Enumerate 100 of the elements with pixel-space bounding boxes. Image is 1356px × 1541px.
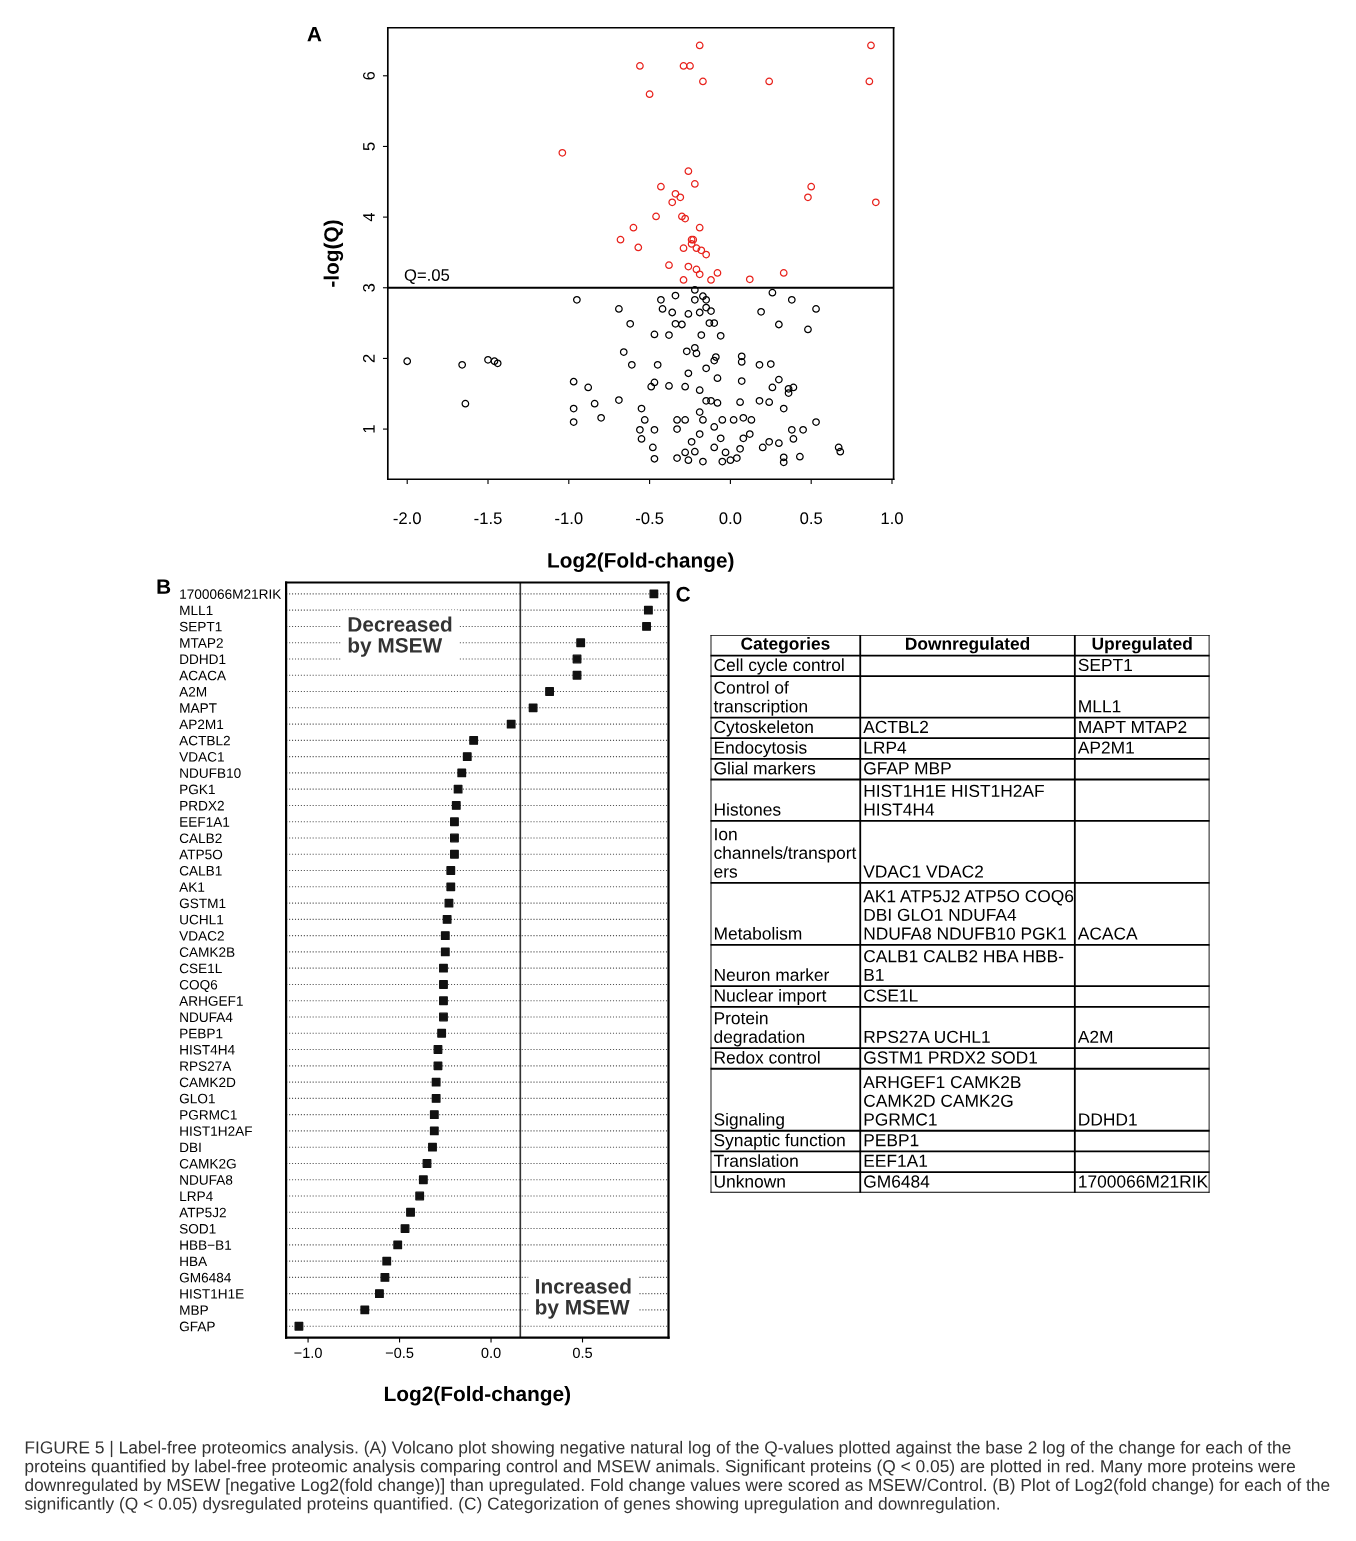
x-tick-label: 0.5 bbox=[572, 1347, 593, 1359]
text: A2M bbox=[1077, 1030, 1113, 1043]
text: 1700066M21RIK bbox=[1079, 1175, 1208, 1188]
y-tick-label: 5 bbox=[363, 142, 375, 151]
x-tick-label: 1.0 bbox=[881, 512, 903, 525]
y-tick-label: PGK1 bbox=[180, 784, 215, 795]
text: Control of transcription bbox=[713, 680, 807, 716]
text: Protein degradation bbox=[714, 1011, 805, 1047]
text: C bbox=[676, 586, 691, 602]
text: Neuron marker bbox=[714, 968, 830, 982]
y-tick-label: VDAC1 bbox=[179, 752, 224, 762]
y-tick-label: 3 bbox=[363, 283, 375, 292]
chart-title: B bbox=[157, 579, 171, 594]
y-tick-label: GM6484 bbox=[179, 1272, 231, 1283]
y-tick-label: RPS27A bbox=[180, 1061, 232, 1071]
y-tick-label: ATP5J2 bbox=[179, 1207, 226, 1218]
caption: FIGURE 5 | Label-free proteomics analysis. (A) Volcano plot showing negative natural log of the Q-values plotted against the base 2 log of the change for each of the proteins quantified by label-free proteomic analysis comparing control and MSEW animals. Significant proteins (Q < 0.05) are plotted in red. Many more proteins were downregulated by MSEW [negative Log2(fold change)] than upregulated. Fold change values were scored as MSEW/Control. (B) Plot of Log2(fold change) for each of the significantly (Q < 0.05) dysregulated proteins quantified. (C) Categorization of genes showing upregulation and downregulation. bbox=[24, 1440, 1330, 1514]
y-tick-label: NDUFA4 bbox=[180, 1012, 233, 1023]
text: CSE1L bbox=[864, 989, 918, 1002]
y-tick-label: NDUFA8 bbox=[180, 1175, 233, 1185]
y-tick-label: PGRMC1 bbox=[180, 1110, 237, 1120]
category-label: Upregulated bbox=[1092, 637, 1192, 654]
y-tick-label: 1 bbox=[363, 425, 375, 433]
ref-line-label: Q=.05 bbox=[404, 269, 450, 284]
x-tick-label: −0.5 bbox=[385, 1347, 414, 1359]
chart-title: A bbox=[307, 26, 322, 42]
y-tick-label: 1700066M21RIK bbox=[180, 589, 282, 599]
text: Cytoskeleton bbox=[714, 720, 813, 737]
text: GFAP MBP bbox=[864, 762, 951, 775]
annotation: Increased by MSEW bbox=[536, 1278, 631, 1319]
text: AK1 ATP5J2 ATP5O COQ6 DBI GLO1 NDUFA4 NDUFA8 NDUFB10 PGK1 bbox=[863, 890, 1074, 940]
y-tick-label: GSTM1 bbox=[179, 898, 226, 909]
y-tick-label: ATP5O bbox=[179, 849, 223, 860]
y-tick-label: PEBP1 bbox=[180, 1028, 223, 1039]
text: Histones bbox=[714, 802, 781, 816]
y-tick-label: MTAP2 bbox=[180, 638, 223, 648]
y-tick-label: HBA bbox=[180, 1256, 208, 1267]
y-tick-label: HIST4H4 bbox=[180, 1044, 235, 1055]
y-tick-label: MLL1 bbox=[180, 605, 213, 616]
text: Unknown bbox=[714, 1174, 785, 1188]
text: Signaling bbox=[714, 1112, 784, 1130]
text: EEF1A1 bbox=[864, 1154, 928, 1167]
text: MAPT MTAP2 bbox=[1079, 720, 1187, 733]
y-tick-label: HIST1H2AF bbox=[180, 1126, 252, 1136]
y-tick-label: LRP4 bbox=[180, 1191, 213, 1201]
text: Metabolism bbox=[714, 926, 802, 940]
x-tick-label: 0.5 bbox=[800, 512, 823, 525]
y-tick-label: DBI bbox=[180, 1142, 201, 1153]
y-tick-label: SEPT1 bbox=[179, 621, 222, 632]
y-tick-label: CSE1L bbox=[179, 963, 222, 974]
y-tick-label: HBB−B1 bbox=[180, 1240, 232, 1250]
text: ACTBL2 bbox=[863, 720, 928, 734]
y-tick-label: 2 bbox=[363, 354, 375, 363]
category-label: Categories bbox=[741, 637, 830, 654]
text: VDAC1 VDAC2 bbox=[863, 865, 983, 878]
text: Cell cycle control bbox=[714, 658, 844, 675]
text: GSTM1 PRDX2 SOD1 bbox=[864, 1051, 1038, 1064]
y-tick-label: AK1 bbox=[179, 882, 205, 892]
y-tick-label: MAPT bbox=[180, 703, 217, 713]
text: SEPT1 bbox=[1078, 658, 1132, 672]
y-tick-label: COQ6 bbox=[179, 979, 218, 992]
x-axis-title: Log2(Fold-change) bbox=[548, 552, 734, 572]
y-tick-label: CALB2 bbox=[179, 833, 222, 844]
y-tick-label: DDHD1 bbox=[180, 654, 226, 664]
x-tick-label: -2.0 bbox=[393, 512, 421, 525]
y-tick-label: CALB1 bbox=[179, 865, 222, 876]
y-tick-label: UCHL1 bbox=[180, 914, 224, 925]
y-tick-label: MBP bbox=[180, 1305, 208, 1315]
y-tick-label: 4 bbox=[363, 212, 375, 222]
y-tick-label: SOD1 bbox=[179, 1223, 216, 1234]
text: PEBP1 bbox=[864, 1134, 919, 1147]
annotation: Decreased by MSEW bbox=[348, 616, 452, 657]
y-tick-label: HIST1H1E bbox=[180, 1289, 244, 1299]
y-axis-title: -log(Q) bbox=[323, 220, 344, 287]
y-tick-label: AP2M1 bbox=[179, 719, 224, 730]
x-tick-label: -1.0 bbox=[555, 512, 583, 525]
text: ACACA bbox=[1077, 927, 1138, 940]
y-tick-label: 6 bbox=[363, 71, 375, 80]
y-tick-label: NDUFB10 bbox=[180, 768, 241, 778]
x-tick-label: −1.0 bbox=[294, 1347, 322, 1359]
text: ARHGEF1 CAMK2B CAMK2D CAMK2G PGRMC1 bbox=[863, 1075, 1021, 1126]
x-tick-label: -1.5 bbox=[474, 512, 502, 525]
y-tick-label: GFAP bbox=[179, 1321, 215, 1332]
text: Redox control bbox=[714, 1050, 820, 1064]
y-tick-label: CAMK2G bbox=[179, 1158, 236, 1169]
text: HIST1H1E HIST1H2AF HIST4H4 bbox=[864, 784, 1044, 816]
text: GM6484 bbox=[864, 1175, 930, 1188]
text: RPS27A UCHL1 bbox=[864, 1030, 990, 1043]
text: Synaptic function bbox=[714, 1133, 845, 1150]
x-tick-label: 0.0 bbox=[481, 1347, 501, 1359]
text: CALB1 CALB2 HBA HBB- B1 bbox=[864, 950, 1064, 981]
y-tick-label: PRDX2 bbox=[180, 800, 224, 811]
y-tick-label: EEF1A1 bbox=[180, 817, 230, 827]
y-tick-label: CAMK2D bbox=[179, 1077, 236, 1088]
text: Nuclear import bbox=[714, 988, 827, 1006]
text: Ion channels/transport ers bbox=[714, 828, 857, 878]
category-label: Downregulated bbox=[906, 637, 1030, 654]
text: LRP4 bbox=[864, 741, 907, 754]
y-tick-label: ACACA bbox=[179, 670, 227, 681]
text: MLL1 bbox=[1079, 700, 1121, 713]
